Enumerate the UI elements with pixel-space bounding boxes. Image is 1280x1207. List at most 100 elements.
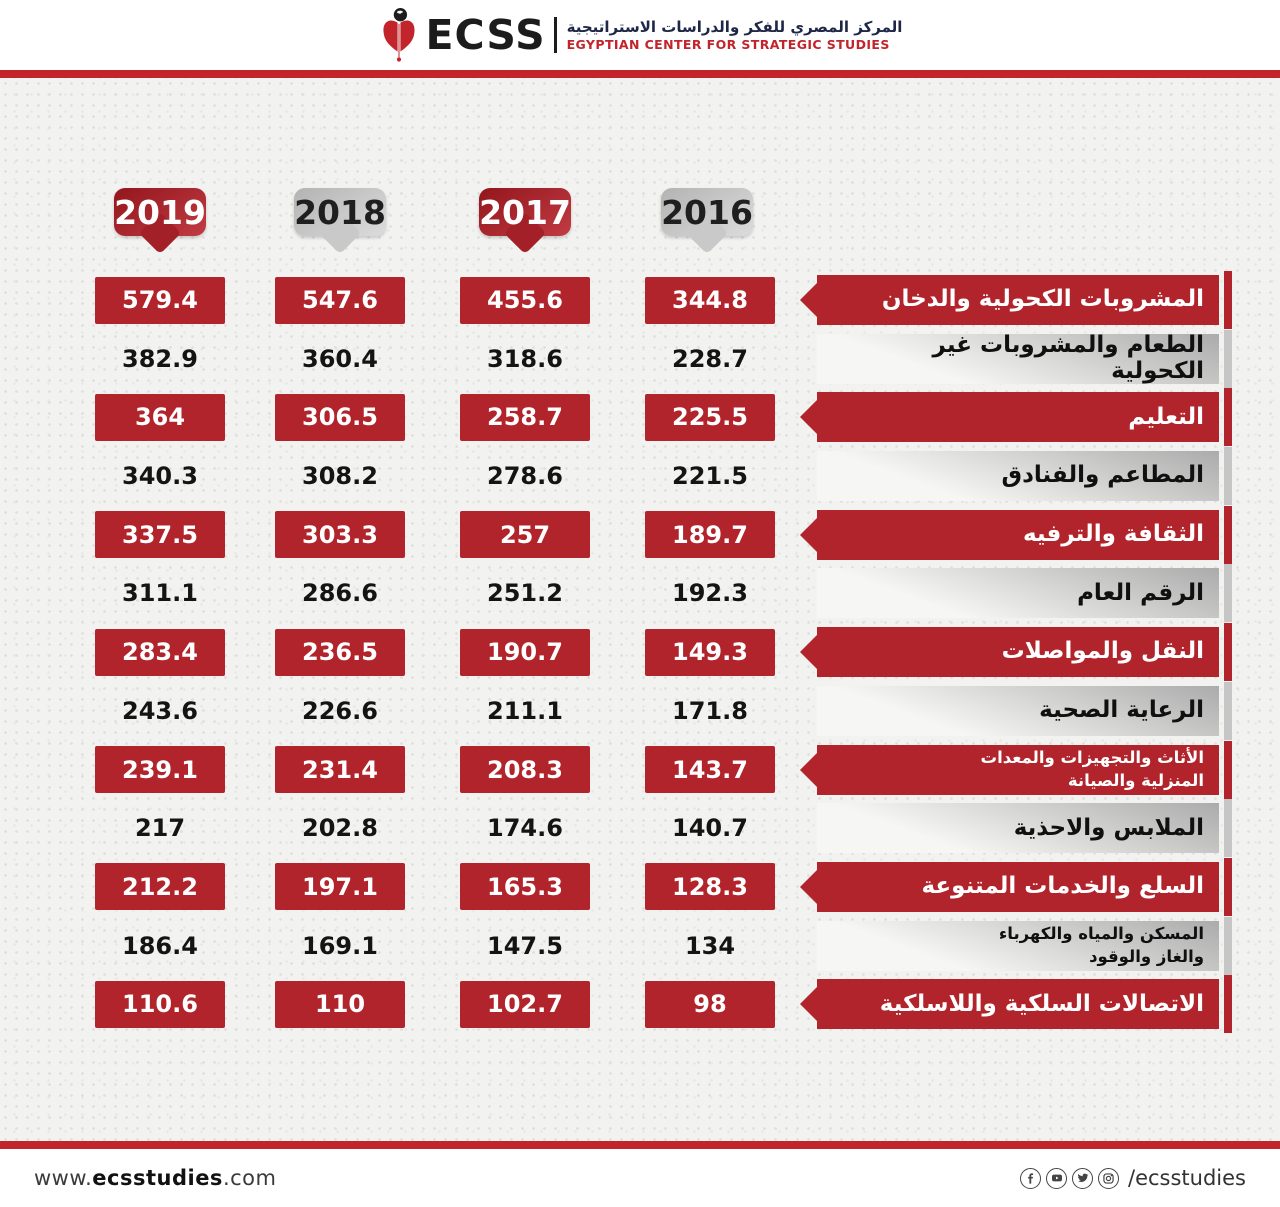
value-2019: 212.2 (95, 863, 225, 911)
value-2017: 257 (460, 511, 590, 559)
row-accent-bar (1224, 447, 1232, 506)
table-row: 110.6 110 102.7 98 الاتصالات السلكية وال… (0, 975, 1280, 1034)
value-2018: 226.6 (302, 696, 378, 725)
row-accent-bar (1224, 975, 1232, 1034)
value-2019: 239.1 (95, 746, 225, 793)
table-row: 364 306.5 258.7 225.5 التعليم (0, 388, 1280, 447)
value-2018: 360.4 (302, 344, 378, 373)
value-2017: 190.7 (460, 628, 590, 676)
row-accent-bar (1224, 799, 1232, 858)
category-label-group: الطعام والمشروبات غير الكحولية (800, 329, 1232, 388)
category-label: السلع والخدمات المتنوعة (817, 861, 1219, 912)
row-accent-bar (1224, 740, 1232, 799)
category-label: التعليم (817, 392, 1219, 443)
value-2019: 337.5 (95, 511, 225, 559)
category-label-group: التعليم (800, 388, 1232, 447)
row-accent-bar (1224, 623, 1232, 682)
value-2017: 208.3 (460, 746, 590, 793)
row-accent-bar (1224, 505, 1232, 564)
table-row: 186.4 169.1 147.5 134 المسكن والمياه وال… (0, 916, 1280, 975)
category-label: الأثاث والتجهيزات والمعدات المنزلية والص… (817, 744, 1219, 795)
value-2017: 251.2 (487, 579, 563, 608)
value-2016: 143.7 (645, 746, 775, 793)
value-2016: 128.3 (645, 863, 775, 911)
category-label: المسكن والمياه والكهرباء والغاز والوقود (817, 920, 1219, 971)
table-row: 212.2 197.1 165.3 128.3 السلع والخدمات ا… (0, 857, 1280, 916)
row-accent-bar (1224, 271, 1232, 329)
category-label: المشروبات الكحولية والدخان (817, 275, 1219, 325)
category-label-group: المطاعم والفنادق (800, 447, 1232, 506)
value-2018: 308.2 (302, 462, 378, 491)
value-2018: 197.1 (275, 863, 405, 911)
logo-divider (553, 17, 557, 53)
value-2018: 303.3 (275, 511, 405, 559)
table-row: 217 202.8 174.6 140.7 الملابس والاحذية (0, 799, 1280, 858)
table-row: 311.1 286.6 251.2 192.3 الرقم العام (0, 564, 1280, 623)
value-2016: 171.8 (672, 696, 748, 725)
facebook-icon[interactable] (1020, 1167, 1041, 1189)
category-label-group: السلع والخدمات المتنوعة (800, 857, 1232, 916)
value-2018: 202.8 (302, 814, 378, 843)
year-badge-2016: 2016 (661, 188, 753, 236)
category-label: النقل والمواصلات (817, 627, 1219, 678)
ecss-emblem-icon (382, 8, 415, 62)
value-2017: 455.6 (460, 276, 590, 324)
category-label: الثقافة والترفيه (817, 509, 1219, 560)
value-2016: 221.5 (672, 462, 748, 491)
category-label: الاتصالات السلكية واللاسلكية (817, 979, 1219, 1030)
value-2017: 211.1 (487, 696, 563, 725)
value-2017: 165.3 (460, 863, 590, 911)
value-2017: 174.6 (487, 814, 563, 843)
value-2019: 243.6 (122, 696, 198, 725)
year-badge-2019: 2019 (114, 188, 206, 236)
value-2016: 149.3 (645, 628, 775, 676)
value-2017: 258.7 (460, 393, 590, 441)
value-2017: 318.6 (487, 344, 563, 373)
logo-english-name: EGYPTIAN CENTER FOR STRATEGIC STUDIES (566, 37, 890, 53)
table-row: 340.3 308.2 278.6 221.5 المطاعم والفنادق (0, 447, 1280, 506)
website-url[interactable]: www.ecsstudies.com (34, 1166, 277, 1190)
row-accent-bar (1224, 681, 1232, 740)
social-links: /ecsstudies (1020, 1166, 1246, 1190)
year-badge-2018: 2018 (294, 188, 386, 236)
value-2019: 364 (95, 393, 225, 441)
category-label-group: الثقافة والترفيه (800, 505, 1232, 564)
category-label-group: المشروبات الكحولية والدخان (800, 271, 1232, 329)
youtube-icon[interactable] (1046, 1167, 1067, 1189)
value-2017: 278.6 (487, 462, 563, 491)
value-2019: 110.6 (95, 980, 225, 1028)
social-handle[interactable]: /ecsstudies (1128, 1166, 1246, 1190)
twitter-icon[interactable] (1072, 1167, 1093, 1189)
category-label: الرعاية الصحية (817, 685, 1219, 736)
value-2016: 134 (684, 931, 736, 960)
footer: www.ecsstudies.com /ecsstudies (0, 1149, 1280, 1207)
value-2016: 192.3 (672, 579, 748, 608)
value-2018: 547.6 (275, 276, 405, 324)
infographic-body: 2019 2018 2017 2016 579.4 547.6 455.6 34… (0, 78, 1280, 1141)
instagram-icon[interactable] (1098, 1167, 1119, 1189)
value-2019: 283.4 (95, 628, 225, 676)
value-2018: 236.5 (275, 628, 405, 676)
value-2017: 147.5 (487, 931, 563, 960)
value-2016: 189.7 (645, 511, 775, 559)
ecss-logo: ECSS المركز المصري للفكر والدراسات الاست… (378, 7, 903, 63)
table-row: 337.5 303.3 257 189.7 الثقافة والترفيه (0, 505, 1280, 564)
top-red-divider (0, 70, 1280, 78)
logo-arabic-name: المركز المصري للفكر والدراسات الاستراتيج… (566, 17, 903, 36)
category-label-group: الرعاية الصحية (800, 681, 1232, 740)
row-accent-bar (1224, 388, 1232, 447)
table-row: 283.4 236.5 190.7 149.3 النقل والمواصلات (0, 623, 1280, 682)
value-2019: 340.3 (122, 462, 198, 491)
category-label-group: الرقم العام (800, 564, 1232, 623)
category-label: الملابس والاحذية (817, 803, 1219, 854)
row-accent-bar (1224, 564, 1232, 623)
value-2018: 286.6 (302, 579, 378, 608)
value-2019: 382.9 (122, 344, 198, 373)
category-label-group: المسكن والمياه والكهرباء والغاز والوقود (800, 916, 1232, 975)
row-accent-bar (1224, 329, 1232, 388)
table-row: 382.9 360.4 318.6 228.7 الطعام والمشروبا… (0, 329, 1280, 388)
value-2016: 225.5 (645, 393, 775, 441)
value-2016: 140.7 (672, 814, 748, 843)
table-row: 239.1 231.4 208.3 143.7 الأثاث والتجهيزا… (0, 740, 1280, 799)
value-2018: 306.5 (275, 393, 405, 441)
